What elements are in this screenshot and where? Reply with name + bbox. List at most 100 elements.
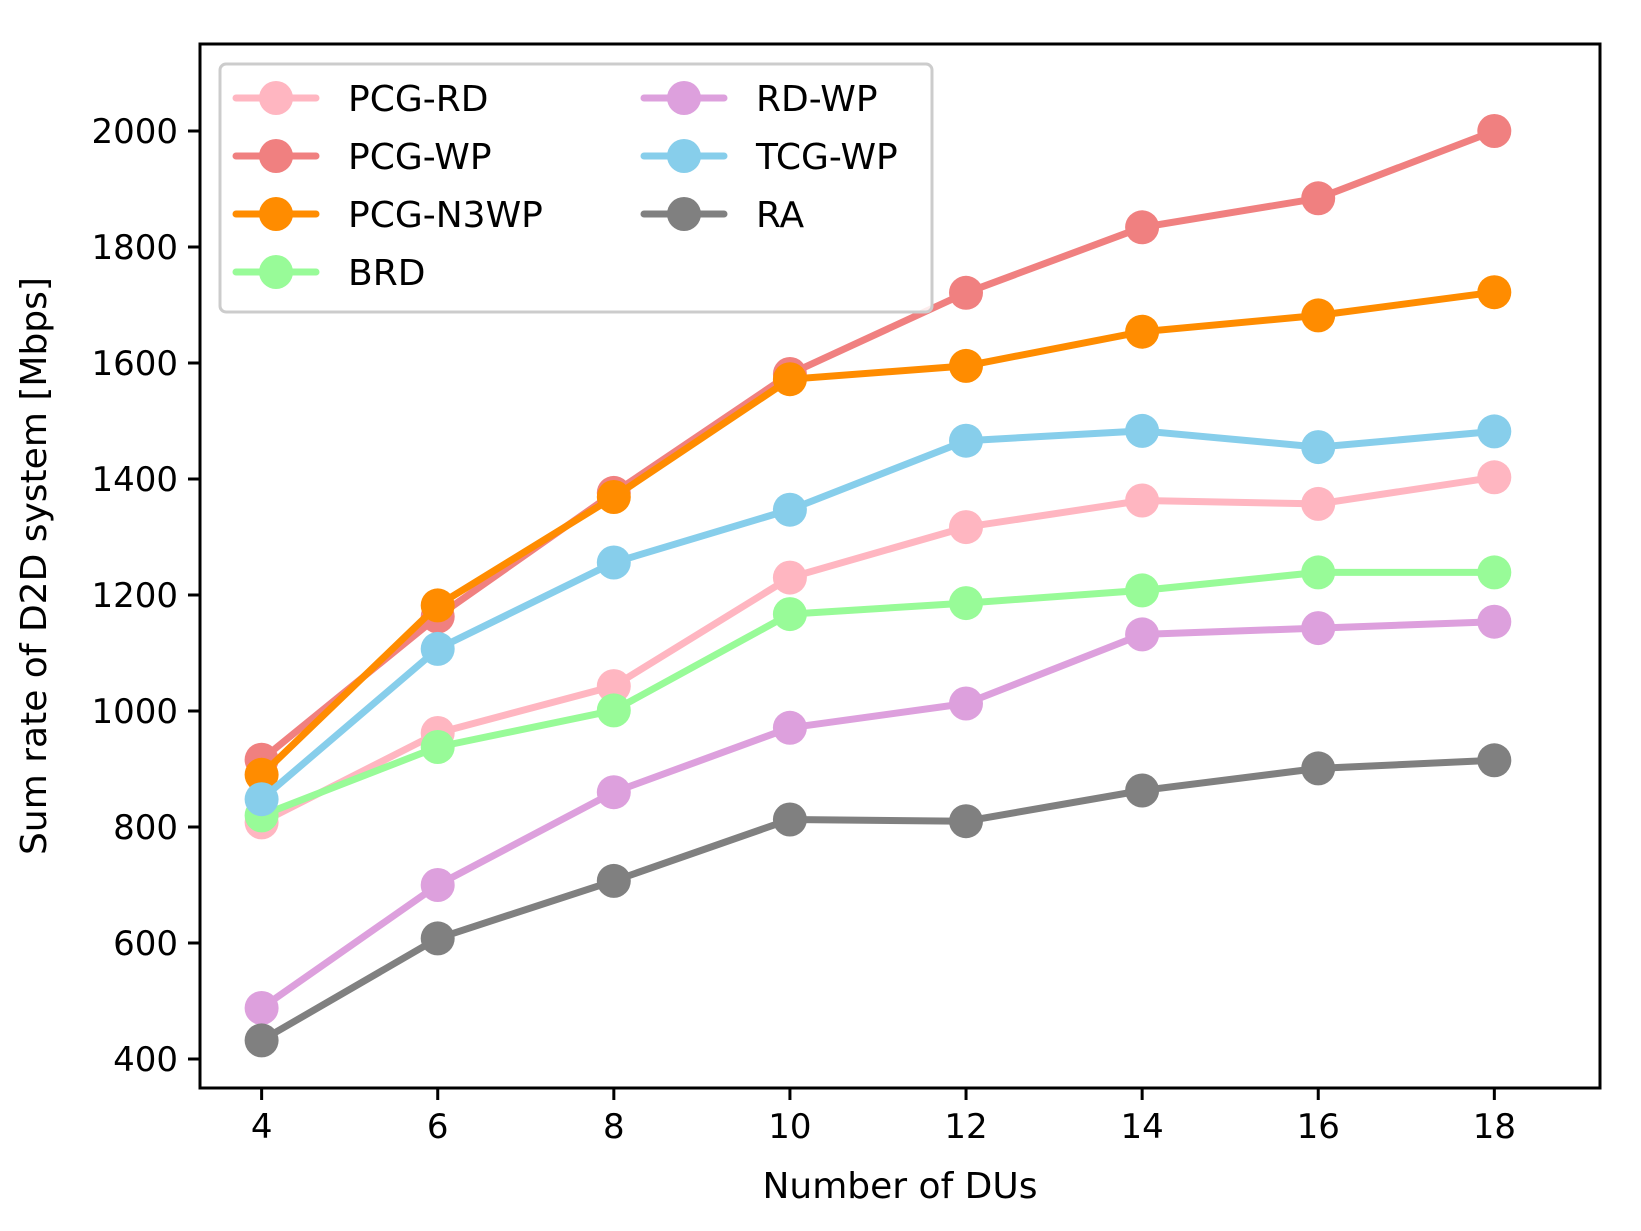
legend-item-ra[interactable]: RA bbox=[640, 195, 805, 236]
legend-marker bbox=[667, 139, 701, 173]
data-point-pcg-n3wp bbox=[596, 480, 631, 514]
series-pcg-n3wp bbox=[244, 275, 1512, 792]
y-tick-label: 1000 bbox=[91, 692, 178, 732]
series-rd-wp bbox=[244, 604, 1512, 1025]
legend-item-pcg-n3wp[interactable]: PCG-N3WP bbox=[232, 195, 543, 236]
series-line-ra bbox=[258, 756, 1498, 1044]
data-point-ra bbox=[244, 1023, 279, 1058]
series-line-brd bbox=[258, 568, 1498, 819]
data-point-pcg-rd bbox=[772, 560, 807, 595]
y-tick-label: 1200 bbox=[91, 576, 178, 616]
legend: PCG-RD PCG-WP PCG-N3WP BRD RD-WP TCG-WP RA bbox=[218, 62, 934, 314]
series-line-pcg-n3wp bbox=[258, 288, 1498, 779]
data-point-rd-wp bbox=[1301, 611, 1336, 646]
data-point-tcg-wp bbox=[1301, 430, 1336, 465]
data-point-tcg-wp bbox=[244, 782, 279, 817]
data-point-pcg-wp bbox=[1477, 114, 1512, 148]
legend-item-brd[interactable]: BRD bbox=[232, 253, 425, 294]
data-point-ra bbox=[420, 921, 455, 956]
data-point-pcg-rd bbox=[949, 510, 983, 545]
legend-item-rd-wp[interactable]: RD-WP bbox=[640, 79, 878, 120]
legend-label: BRD bbox=[348, 253, 425, 294]
legend-label: RA bbox=[756, 195, 805, 236]
series-tcg-wp bbox=[244, 413, 1512, 817]
legend-marker bbox=[667, 197, 701, 231]
data-point-ra bbox=[949, 804, 983, 839]
data-point-rd-wp bbox=[596, 775, 631, 810]
data-point-rd-wp bbox=[244, 991, 279, 1025]
legend-marker bbox=[667, 81, 701, 115]
legend-box bbox=[218, 62, 934, 314]
x-axis-label: Number of DUs bbox=[762, 1166, 1037, 1207]
plot-area bbox=[244, 114, 1512, 1058]
x-tick-label: 8 bbox=[603, 1107, 625, 1147]
y-tick-label: 1600 bbox=[91, 344, 178, 384]
data-point-pcg-rd bbox=[1477, 460, 1512, 495]
data-point-brd bbox=[1125, 573, 1160, 608]
x-tick-label: 14 bbox=[1121, 1107, 1164, 1147]
data-point-pcg-n3wp bbox=[1477, 275, 1512, 310]
legend-label: PCG-WP bbox=[348, 137, 492, 178]
x-tick-label: 10 bbox=[768, 1107, 811, 1147]
legend-marker bbox=[259, 197, 293, 231]
data-point-brd bbox=[596, 693, 631, 728]
data-point-pcg-rd bbox=[1125, 483, 1160, 518]
x-tick-label: 16 bbox=[1297, 1107, 1340, 1147]
data-point-brd bbox=[1301, 555, 1336, 590]
data-point-pcg-n3wp bbox=[1125, 314, 1160, 349]
data-point-pcg-n3wp bbox=[772, 362, 807, 397]
series-line-pcg-rd bbox=[258, 473, 1498, 826]
legend-item-pcg-rd[interactable]: PCG-RD bbox=[232, 79, 488, 120]
x-tick-label: 12 bbox=[944, 1107, 987, 1147]
data-point-tcg-wp bbox=[1125, 413, 1160, 448]
data-point-rd-wp bbox=[420, 868, 455, 902]
data-point-ra bbox=[1477, 743, 1512, 778]
legend-item-pcg-wp[interactable]: PCG-WP bbox=[232, 137, 492, 178]
data-point-ra bbox=[772, 802, 807, 837]
data-point-pcg-rd bbox=[1301, 486, 1336, 521]
data-point-rd-wp bbox=[772, 710, 807, 745]
x-tick-label: 6 bbox=[427, 1107, 449, 1147]
data-point-tcg-wp bbox=[949, 423, 983, 458]
data-point-ra bbox=[596, 863, 631, 898]
data-point-rd-wp bbox=[949, 686, 983, 721]
legend-item-tcg-wp[interactable]: TCG-WP bbox=[640, 137, 898, 178]
data-point-pcg-rd bbox=[596, 669, 631, 704]
y-tick-label: 1800 bbox=[91, 228, 178, 268]
data-point-pcg-n3wp bbox=[949, 348, 983, 383]
legend-label: TCG-WP bbox=[755, 137, 898, 178]
data-point-brd bbox=[949, 586, 983, 621]
data-point-pcg-n3wp bbox=[244, 757, 279, 792]
data-point-pcg-wp bbox=[1125, 210, 1160, 245]
data-point-pcg-n3wp bbox=[420, 588, 455, 623]
series-line-rd-wp bbox=[258, 618, 1498, 1012]
data-point-brd bbox=[772, 597, 807, 632]
legend-marker bbox=[259, 139, 293, 173]
y-tick-label: 400 bbox=[113, 1040, 178, 1080]
data-point-brd bbox=[1477, 555, 1512, 590]
data-point-tcg-wp bbox=[596, 545, 631, 580]
data-point-tcg-wp bbox=[772, 492, 807, 527]
series-pcg-rd bbox=[244, 460, 1512, 840]
axes: 4 6 8 10 12 14 16 18 400 600 800 1000 1200 1400 1600 18… bbox=[14, 42, 1602, 1207]
series-ra bbox=[244, 743, 1512, 1058]
y-tick-label: 1400 bbox=[91, 460, 178, 500]
y-tick-label: 600 bbox=[113, 924, 178, 964]
series-line-pcg-wp bbox=[258, 127, 1498, 764]
legend-marker bbox=[259, 81, 293, 115]
data-point-brd bbox=[420, 730, 455, 764]
data-point-pcg-wp bbox=[949, 275, 983, 310]
y-axis-label: Sum rate of D2D system [Mbps] bbox=[14, 277, 55, 855]
series-line-tcg-wp bbox=[258, 427, 1498, 803]
data-point-tcg-wp bbox=[420, 631, 455, 666]
legend-label: PCG-RD bbox=[348, 79, 488, 120]
y-tick-label: 2000 bbox=[91, 112, 178, 152]
legend-label: RD-WP bbox=[756, 79, 878, 120]
x-tick-label: 4 bbox=[251, 1107, 273, 1147]
data-point-ra bbox=[1301, 751, 1336, 786]
data-point-rd-wp bbox=[1477, 604, 1512, 639]
data-point-pcg-wp bbox=[1301, 181, 1336, 216]
data-point-pcg-n3wp bbox=[1301, 298, 1336, 333]
